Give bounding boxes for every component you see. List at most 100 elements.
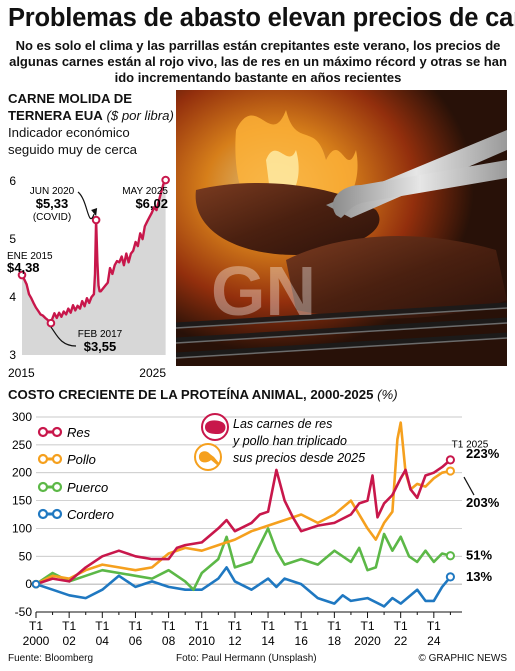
grill-photo-illustration: GN <box>176 90 507 366</box>
meat-xtick-label: T1 <box>394 619 408 633</box>
beef-annotation-date: ENE 2015 <box>7 251 53 262</box>
beef-ytick-label: 5 <box>9 232 16 246</box>
beef-ytick-label: 6 <box>9 174 16 188</box>
meat-xtick-label: 12 <box>228 634 242 648</box>
beef-price-line <box>20 179 167 325</box>
beef-callout-arrow <box>77 191 95 220</box>
beef-callout-arrow <box>50 326 77 347</box>
beef-price-chart: 3 4 5 6 2015 2025 ENE 2015$4,38 JUN 2020$5,33(C… <box>7 174 170 380</box>
meat-end-label-cordero: 13% <box>466 569 492 584</box>
meat-end-point <box>445 455 455 465</box>
meat-xtick-label: 08 <box>162 634 176 648</box>
legend-marker <box>51 426 63 438</box>
beef-price-area <box>22 180 166 355</box>
page-subtitle: No es solo el clima y las parrillas está… <box>9 38 507 85</box>
meat-end-point <box>445 572 455 582</box>
meat-xtick-label: T1 <box>95 619 109 633</box>
meat-end-point <box>445 466 455 476</box>
beef-highlight-point <box>17 270 27 280</box>
steak-icon-shape <box>205 420 226 434</box>
meat-xtick-label: 04 <box>96 634 110 648</box>
beef-annotation-date: JUN 2020 <box>30 186 75 197</box>
beef-annotation-value: $5,33 <box>36 196 69 211</box>
beef-callout-arrowhead <box>91 207 98 216</box>
meat-xtick-label: T1 <box>261 619 275 633</box>
beef-xtick-label: 2015 <box>8 366 35 380</box>
beef-title-note: Indicador económico seguido muy de cerca <box>8 125 138 157</box>
legend-marker <box>51 453 63 465</box>
meat-end-period-label: T1 2025 <box>452 440 489 451</box>
legend-marker <box>37 426 49 438</box>
legend-label-pollo: Pollo <box>67 452 96 467</box>
meat-end-label-pointer <box>463 476 475 496</box>
beef-annotation-value: $3,55 <box>84 339 117 354</box>
beef-title-unit: ($ por libra) <box>106 108 174 123</box>
legend-label-cordero: Cordero <box>67 507 114 522</box>
page-title: Problemas de abasto elevan precios de ca… <box>8 4 515 32</box>
meat-end-point <box>445 551 455 561</box>
gn-watermark: GN <box>211 252 316 330</box>
meat-xtick-label: T1 <box>361 619 375 633</box>
beef-ytick-label: 3 <box>9 348 16 362</box>
meat-xtick-label: 16 <box>295 634 309 648</box>
meat-xtick-label: 2020 <box>354 634 381 648</box>
legend-marker <box>37 453 49 465</box>
grill-photo: GN <box>176 90 507 366</box>
meat-ytick-label: 50 <box>19 549 33 563</box>
legend-label-res: Res <box>67 425 91 440</box>
meat-ytick-label: 0 <box>25 577 32 591</box>
footer-brand: © GRAPHIC NEWS <box>418 653 508 664</box>
meat-xtick-label: T1 <box>162 619 176 633</box>
meat-series-line-puerco <box>35 527 451 591</box>
callout-text-line2: y pollo han triplicado <box>232 434 347 448</box>
meat-end-label-pollo: 203% <box>466 495 500 510</box>
beef-highlight-point <box>46 318 56 328</box>
meat-ytick-label: 250 <box>12 438 32 452</box>
meat-ytick-label: 200 <box>12 466 32 480</box>
footer-source: Fuente: Bloomberg <box>8 653 94 664</box>
drumstick-icon-shape <box>198 451 219 465</box>
meat-chart-title: COSTO CRECIENTE DE LA PROTEÍNA ANIMAL, 2… <box>8 387 508 402</box>
beef-annotation-date: FEB 2017 <box>78 329 123 340</box>
meat-series-line-cordero <box>35 566 452 608</box>
meat-title-unit: (%) <box>377 387 398 402</box>
beef-annotation-note: (COVID) <box>33 212 71 223</box>
footer-photo-credit: Foto: Paul Hermann (Unsplash) <box>176 653 317 664</box>
meat-xtick-label: 14 <box>261 634 275 648</box>
beef-xtick-label: 2025 <box>139 366 166 380</box>
meat-end-label-puerco: 51% <box>466 548 492 563</box>
legend-label-puerco: Puerco <box>67 480 108 495</box>
beef-annotation-value: $4,38 <box>7 260 40 275</box>
meat-xtick-label: T1 <box>62 619 76 633</box>
meat-xtick-label: 02 <box>62 634 76 648</box>
meat-xtick-label: 24 <box>427 634 441 648</box>
legend-marker <box>51 508 63 520</box>
beef-ytick-label: 4 <box>9 290 16 304</box>
meat-xtick-label: T1 <box>228 619 242 633</box>
meat-series-line-res <box>35 458 452 586</box>
meat-ytick-label: 100 <box>12 521 32 535</box>
beef-highlight-point <box>161 175 170 185</box>
beef-title-main: CARNE MOLIDA DE TERNERA EUA <box>8 91 133 123</box>
beef-highlight-point <box>91 215 101 225</box>
meat-ytick-label: 150 <box>12 494 32 508</box>
meat-end-label-res: 223% <box>466 446 500 461</box>
meat-xtick-label: 06 <box>129 634 143 648</box>
meat-xtick-label: 2010 <box>188 634 215 648</box>
meat-xtick-label: T1 <box>327 619 341 633</box>
legend-marker <box>37 508 49 520</box>
meat-ytick-label: -50 <box>15 605 33 619</box>
meat-xtick-label: 22 <box>394 634 408 648</box>
beef-annotation-value: $6,02 <box>135 196 168 211</box>
meat-xtick-label: T1 <box>195 619 209 633</box>
legend-marker <box>51 481 63 493</box>
legend-marker <box>37 481 49 493</box>
meat-xtick-label: 18 <box>328 634 342 648</box>
meat-cost-chart: -50050100150200250300T12000T102T104T106T… <box>12 410 500 648</box>
beef-annotation-date: MAY 2025 <box>122 186 168 197</box>
meat-xtick-label: T1 <box>427 619 441 633</box>
callout-text-line1: Las carnes de res <box>233 417 332 431</box>
meat-ytick-label: 300 <box>12 410 32 424</box>
meat-xtick-label: T1 <box>29 619 43 633</box>
meat-title-main: COSTO CRECIENTE DE LA PROTEÍNA ANIMAL, 2… <box>8 387 374 402</box>
